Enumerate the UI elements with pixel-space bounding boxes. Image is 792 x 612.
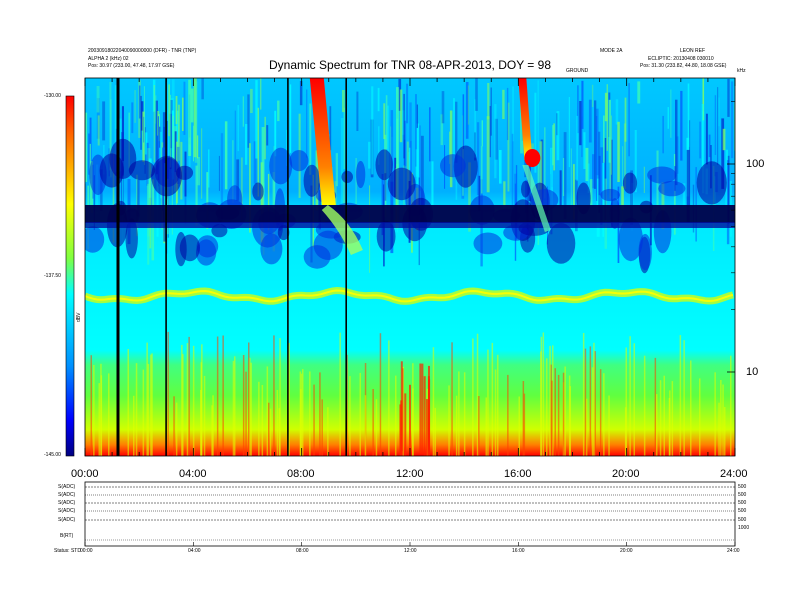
colorbar-units-label: dBV <box>76 312 82 322</box>
channel-label-6: B(RT) <box>60 533 74 539</box>
housekeeping-frame <box>84 481 736 547</box>
header-position-left: Pos: 30.97 (233.00, 47.48, 17.97 GSE) <box>88 63 175 69</box>
lower-x-tick-2000: 20:00 <box>620 548 633 554</box>
spectrogram <box>85 78 735 456</box>
units-corner-label: kHz <box>737 68 746 74</box>
colorbar-tick-top: -130.00 <box>44 93 61 99</box>
channel-right-tick-5: 500 <box>738 517 747 523</box>
x-tick-1600: 16:00 <box>504 468 532 480</box>
x-tick-0000: 00:00 <box>71 468 99 480</box>
data-gap-line-2 <box>165 78 167 456</box>
colorbar-tick-bottom: -145.00 <box>44 452 61 458</box>
channel-label-5: S(ADC) <box>58 517 76 523</box>
burst-1 <box>309 78 363 255</box>
channel-right-tick-1: 500 <box>738 484 747 490</box>
x-tick-2400: 24:00 <box>720 468 748 480</box>
channel-label-2: S(ADC) <box>58 492 76 498</box>
lower-x-tick-2400: 24:00 <box>727 548 740 554</box>
x-tick-0800: 08:00 <box>287 468 315 480</box>
chart-title: Dynamic Spectrum for TNR 08-APR-2013, DO… <box>269 58 551 72</box>
header-mode: MODE 2A <box>600 48 623 54</box>
lower-x-tick-1200: 12:00 <box>404 548 417 554</box>
data-gap-line-4 <box>345 78 347 456</box>
header-info-line1: 20030918022040090000000 (DFR) - TNR (TNP… <box>88 48 197 54</box>
header-info-line2: ALPHA 2 (kHz) 02 <box>88 56 129 62</box>
x-tick-1200: 12:00 <box>396 468 424 480</box>
burst-2 <box>518 78 551 232</box>
channel-right-tick-2: 500 <box>738 492 747 498</box>
data-gap-line-3 <box>287 78 289 456</box>
lower-x-tick-0800: 08:00 <box>296 548 309 554</box>
data-gap-line-1 <box>116 78 120 456</box>
header-ecliptic: ECLIPTIC: 20130408 030010 <box>648 56 714 62</box>
lower-x-tick-0400: 04:00 <box>188 548 201 554</box>
status-label: Status: STD <box>54 548 81 554</box>
channel-label-1: S(ADC) <box>58 484 76 490</box>
y-tick-100: 100 <box>746 158 765 170</box>
lower-x-tick-0000: 00:00 <box>80 548 93 554</box>
header-ref: LEON REF <box>680 48 706 54</box>
channel-right-tick-6: 1000 <box>738 525 750 531</box>
x-tick-2000: 20:00 <box>612 468 640 480</box>
y-tick-10: 10 <box>746 366 759 378</box>
channel-label-3: S(ADC) <box>58 500 76 506</box>
channel-right-tick-3: 500 <box>738 500 747 506</box>
header-position-right: Pos: 31.30 (233.82, 44.80, 18.08 GSE) <box>640 63 727 69</box>
colorbar <box>65 95 75 457</box>
colorbar-tick-mid: -137.50 <box>44 273 61 279</box>
channel-label-4: S(ADC) <box>58 508 76 514</box>
channel-right-tick-4: 500 <box>738 508 747 514</box>
lower-x-tick-1600: 16:00 <box>512 548 525 554</box>
x-tick-0400: 04:00 <box>179 468 207 480</box>
ground-label: GROUND <box>566 68 589 74</box>
